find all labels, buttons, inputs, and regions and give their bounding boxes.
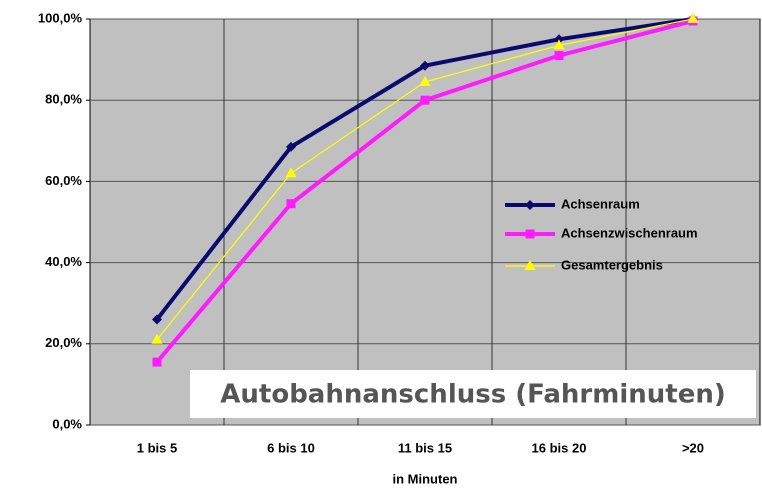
y-tick-label: 40,0% xyxy=(45,254,82,269)
legend-label: Gesamtergebnis xyxy=(561,257,663,272)
marker xyxy=(553,39,565,50)
marker xyxy=(525,229,535,239)
marker xyxy=(420,95,430,105)
marker xyxy=(524,260,536,270)
y-tick-label: 100,0% xyxy=(38,10,83,25)
marker xyxy=(152,357,162,367)
annotation: Autobahnanschluss (Fahrminuten) xyxy=(220,380,725,410)
marker xyxy=(554,51,564,61)
marker xyxy=(286,141,296,152)
x-tick-label: 16 bis 20 xyxy=(532,440,587,455)
legend-label: Achsenzwischenraum xyxy=(561,225,698,240)
y-tick-label: 20,0% xyxy=(45,335,82,350)
annotation-box xyxy=(190,370,756,418)
x-tick-label: >20 xyxy=(682,440,704,455)
marker xyxy=(687,13,699,23)
y-tick-label: 0,0% xyxy=(52,416,82,431)
marker xyxy=(419,75,431,86)
x-tick-label: 6 bis 10 xyxy=(267,440,315,455)
x-tick-label: 1 bis 5 xyxy=(137,440,177,455)
legend-label: Achsenraum xyxy=(561,196,640,211)
plot-area xyxy=(89,18,761,426)
marker xyxy=(420,60,430,71)
y-tick-label: 60,0% xyxy=(45,173,82,188)
marker xyxy=(285,167,297,178)
marker xyxy=(525,200,535,210)
x-axis-label: in Minuten xyxy=(393,471,458,486)
x-tick-label: 11 bis 15 xyxy=(398,440,452,455)
marker xyxy=(286,199,296,209)
marker xyxy=(151,333,163,344)
marker xyxy=(554,34,564,45)
marker xyxy=(152,314,162,325)
y-tick-label: 80,0% xyxy=(45,92,82,107)
